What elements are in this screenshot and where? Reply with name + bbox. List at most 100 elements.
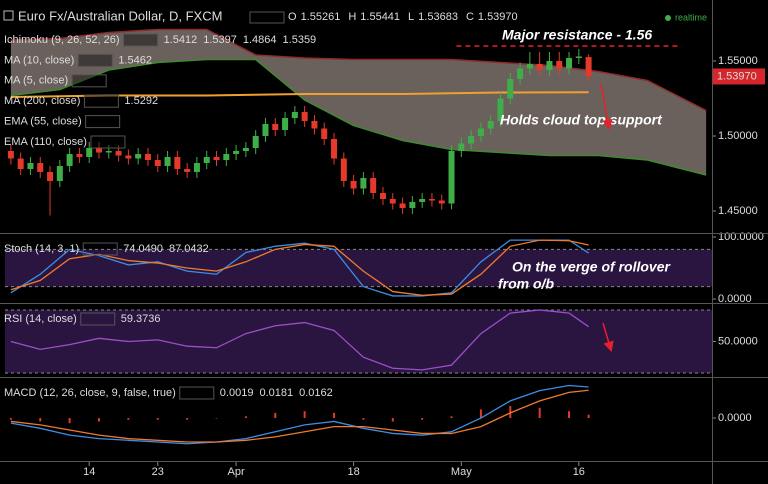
indicator-icons: [83, 94, 119, 108]
indicator-icons: [82, 242, 118, 256]
candle-body: [428, 199, 435, 201]
candle-body: [331, 139, 338, 159]
indicator-name: MA (200, close): [4, 95, 80, 107]
indicator-value: 1.5359: [283, 34, 317, 46]
histogram-bar: [538, 407, 541, 419]
last-price-label: 1.53970: [717, 70, 757, 82]
header-text: H: [348, 11, 356, 23]
indicator-icons: [179, 386, 215, 400]
icon: [249, 11, 285, 24]
candle-body: [282, 118, 289, 130]
candle-body: [66, 154, 73, 166]
y-tick-label: 1.55000: [718, 55, 758, 67]
annotation: Major resistance - 1.56: [502, 27, 652, 43]
histogram-bar: [479, 409, 482, 419]
header-text: Euro Fx/Australian Dollar, D, FXCM: [18, 8, 222, 23]
legend-value: 0.0019: [220, 387, 254, 399]
histogram-bar: [39, 418, 42, 422]
legend-value: 0.0162: [299, 387, 333, 399]
status-dot: [665, 15, 671, 21]
header-text: C: [466, 11, 474, 23]
candle-body: [115, 151, 122, 156]
last-price-box: [713, 68, 765, 85]
histogram-bar: [68, 418, 71, 424]
candle-body: [86, 148, 93, 157]
x-tick-label: 14: [83, 466, 95, 478]
histogram-bar: [98, 418, 101, 422]
candle-body: [350, 181, 357, 189]
candle-body: [497, 98, 504, 121]
histogram-bar: [127, 418, 130, 420]
histogram-bar: [421, 418, 424, 420]
histogram-bar: [215, 418, 218, 419]
candle-body: [76, 154, 83, 157]
x-tick-label: Apr: [228, 466, 245, 478]
candle-body: [291, 112, 298, 118]
candle-body: [242, 148, 249, 151]
indicator-name: MA (10, close): [4, 54, 74, 66]
histogram-bar: [333, 412, 336, 419]
candle-body: [360, 178, 367, 189]
histogram-bar: [450, 416, 453, 419]
y-tick-label: 1.50000: [718, 130, 758, 142]
indicator-icons: [77, 53, 113, 67]
candle-body: [272, 124, 279, 130]
candle-body: [27, 163, 34, 169]
histogram-bar: [274, 412, 277, 419]
annotation: On the verge of rollover: [512, 259, 671, 275]
header-text: 1.55441: [360, 11, 400, 23]
indicator-name: EMA (110, close): [4, 136, 87, 148]
candle-body: [37, 163, 44, 172]
y-tick-label: 0.0000: [718, 412, 752, 424]
candle-body: [419, 199, 426, 202]
candle-body: [526, 64, 533, 69]
candle-body: [184, 169, 191, 172]
histogram-bar: [244, 416, 247, 419]
indicator-value: 1.5462: [118, 54, 152, 66]
candle-body: [507, 79, 514, 99]
histogram-bar: [391, 418, 394, 422]
x-tick-label: 23: [152, 466, 164, 478]
histogram-bar: [9, 418, 12, 420]
candle-body: [213, 157, 220, 160]
annotation: Holds cloud top support: [500, 112, 663, 128]
panel-title: Stoch (14, 3, 1): [4, 243, 79, 255]
indicator-icons: [90, 135, 126, 149]
candle-body: [566, 58, 573, 69]
header-text: 1.53970: [478, 11, 518, 23]
indicator-line: [10, 389, 589, 443]
indicator-name: EMA (55, close): [4, 116, 82, 128]
histogram-bar: [362, 418, 365, 420]
legend-value: 87.0432: [169, 243, 209, 255]
candle-body: [321, 128, 328, 139]
candle-body: [105, 151, 112, 153]
candle-body: [47, 172, 54, 181]
histogram-bar: [156, 418, 159, 420]
legend-value: 0.0181: [259, 387, 293, 399]
x-tick-label: 16: [573, 466, 585, 478]
candle-body: [575, 56, 582, 58]
candle-body: [468, 136, 475, 144]
candle-body: [556, 61, 563, 69]
indicator-icons: [71, 74, 107, 88]
header-text: 1.55261: [301, 11, 341, 23]
candle-body: [399, 203, 406, 208]
candle-body: [389, 199, 396, 204]
candle-body: [301, 112, 308, 121]
candle-body: [262, 124, 269, 136]
candle-body: [252, 136, 259, 148]
menu-icon[interactable]: [3, 10, 14, 21]
indicator-icons: [85, 115, 121, 129]
candle-body: [585, 57, 592, 77]
candle-body: [477, 128, 484, 136]
candle-body: [458, 143, 465, 151]
y-tick-label: 0.0000: [718, 293, 752, 305]
histogram-bar: [568, 411, 571, 419]
candle-body: [409, 202, 416, 208]
y-tick-label: 50.0000: [718, 335, 758, 347]
candle-body: [233, 151, 240, 154]
candle-body: [487, 121, 494, 129]
header-text: L: [408, 11, 414, 23]
legend-value: 59.3736: [121, 313, 161, 325]
